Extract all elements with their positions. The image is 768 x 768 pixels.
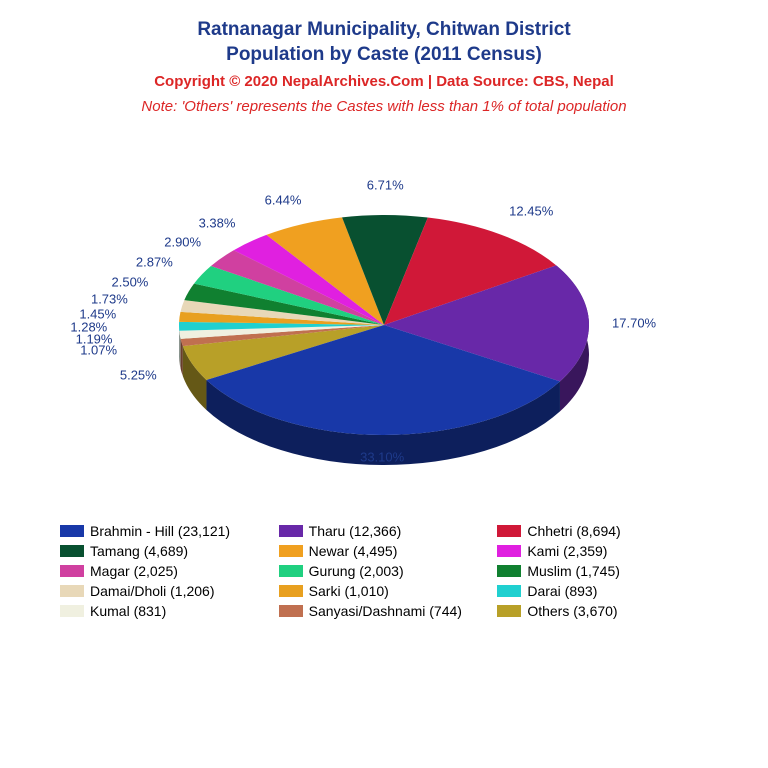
legend-swatch [279, 605, 303, 617]
legend-swatch [60, 585, 84, 597]
pct-label: 6.44% [265, 193, 302, 208]
legend-label: Damai/Dholi (1,206) [90, 583, 215, 599]
legend-label: Others (3,670) [527, 603, 617, 619]
pct-label: 2.50% [112, 275, 149, 290]
pct-label: 2.87% [136, 254, 173, 269]
legend-swatch [279, 545, 303, 557]
legend-label: Kami (2,359) [527, 543, 607, 559]
legend-label: Darai (893) [527, 583, 597, 599]
title-line-2: Population by Caste (2011 Census) [0, 43, 768, 68]
legend-item: Kami (2,359) [497, 543, 708, 559]
legend-item: Gurung (2,003) [279, 563, 490, 579]
legend-swatch [497, 545, 521, 557]
pie-chart: 5.25%1.07%1.19%1.28%1.45%1.73%2.50%2.87%… [0, 115, 768, 515]
legend-swatch [60, 605, 84, 617]
legend-item: Others (3,670) [497, 603, 708, 619]
pct-label: 12.45% [509, 204, 553, 219]
legend-swatch [60, 565, 84, 577]
legend-item: Magar (2,025) [60, 563, 271, 579]
legend-label: Muslim (1,745) [527, 563, 620, 579]
legend-label: Newar (4,495) [309, 543, 398, 559]
copyright-line: Copyright © 2020 NepalArchives.Com | Dat… [0, 73, 768, 90]
legend-label: Sarki (1,010) [309, 583, 389, 599]
title-block: Ratnanagar Municipality, Chitwan Distric… [0, 0, 768, 115]
note-line: Note: 'Others' represents the Castes wit… [0, 98, 768, 115]
pct-label: 2.90% [164, 235, 201, 250]
legend-label: Chhetri (8,694) [527, 523, 620, 539]
title-line-1: Ratnanagar Municipality, Chitwan Distric… [0, 18, 768, 43]
legend-swatch [279, 565, 303, 577]
legend-item: Damai/Dholi (1,206) [60, 583, 271, 599]
legend-item: Chhetri (8,694) [497, 523, 708, 539]
legend-label: Brahmin - Hill (23,121) [90, 523, 230, 539]
legend-swatch [497, 565, 521, 577]
pct-label: 5.25% [120, 367, 157, 382]
pct-label: 6.71% [367, 177, 404, 192]
legend-swatch [497, 585, 521, 597]
pct-label: 33.10% [360, 450, 404, 465]
legend-swatch [497, 605, 521, 617]
legend-item: Sarki (1,010) [279, 583, 490, 599]
legend-item: Newar (4,495) [279, 543, 490, 559]
legend-item: Darai (893) [497, 583, 708, 599]
legend-swatch [60, 545, 84, 557]
legend-item: Kumal (831) [60, 603, 271, 619]
legend-label: Sanyasi/Dashnami (744) [309, 603, 462, 619]
legend-swatch [279, 585, 303, 597]
legend-item: Muslim (1,745) [497, 563, 708, 579]
pct-label: 1.28% [70, 320, 107, 335]
legend-item: Brahmin - Hill (23,121) [60, 523, 271, 539]
pct-label: 3.38% [199, 215, 236, 230]
pct-label: 1.73% [91, 292, 128, 307]
legend-label: Gurung (2,003) [309, 563, 404, 579]
legend-label: Tharu (12,366) [309, 523, 402, 539]
legend-label: Magar (2,025) [90, 563, 178, 579]
pct-label: 1.45% [79, 306, 116, 321]
legend: Brahmin - Hill (23,121) Tharu (12,366) Chh… [0, 523, 768, 619]
legend-swatch [60, 525, 84, 537]
legend-label: Kumal (831) [90, 603, 166, 619]
pct-label: 17.70% [612, 316, 656, 331]
legend-swatch [497, 525, 521, 537]
legend-label: Tamang (4,689) [90, 543, 188, 559]
legend-item: Tamang (4,689) [60, 543, 271, 559]
legend-item: Sanyasi/Dashnami (744) [279, 603, 490, 619]
legend-item: Tharu (12,366) [279, 523, 490, 539]
legend-swatch [279, 525, 303, 537]
